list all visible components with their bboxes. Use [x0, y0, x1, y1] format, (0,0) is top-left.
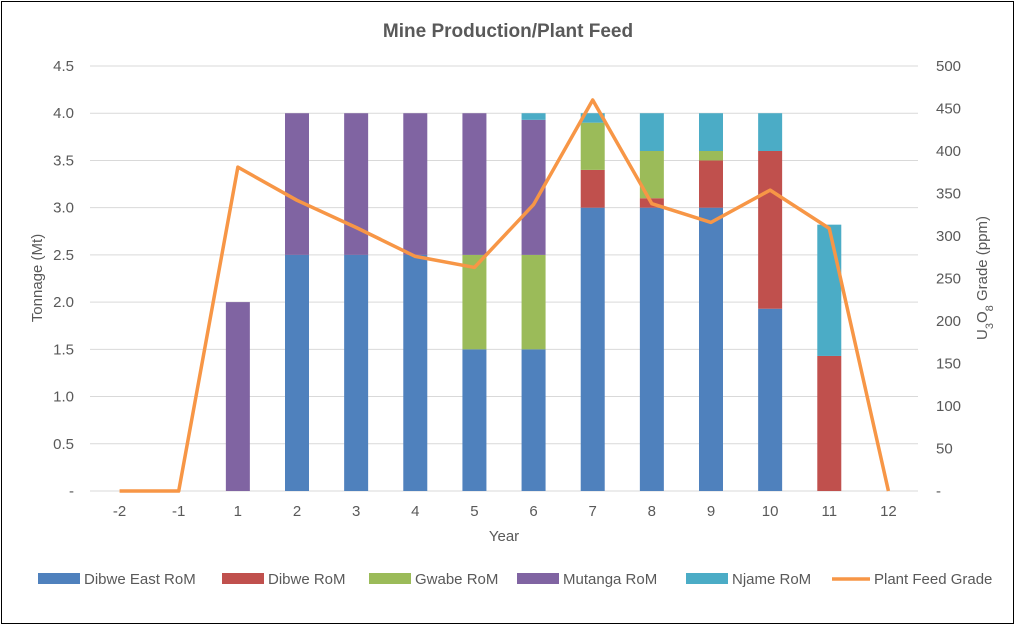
y-tick-label: 1.5: [53, 341, 74, 358]
bar-segment: [758, 308, 783, 491]
x-tick-label: -1: [172, 503, 185, 520]
legend: Dibwe East RoM Dibwe RoM Gwabe RoM Mutanga …: [38, 571, 992, 588]
bar-segment: [580, 169, 605, 208]
bar-segment: [344, 113, 369, 255]
y2-tick-label: 350: [936, 186, 961, 203]
y2-tick-label: 50: [936, 441, 953, 458]
right-axis-ticks: - 50 100 150 200 250 300 350 400 450 500: [936, 58, 961, 500]
x-tick-label: 2: [293, 503, 301, 520]
bar-segment: [758, 113, 783, 151]
y-tick-label: 4.5: [53, 58, 74, 75]
line-layer: [119, 98, 891, 493]
bar-segment: [817, 355, 842, 491]
x-tick-label: 9: [707, 503, 715, 520]
x-tick-label: 5: [470, 503, 478, 520]
x-tick-label: 12: [880, 503, 897, 520]
y-axis-title: Tonnage (Mt): [29, 234, 46, 322]
y-tick-label: 0.5: [53, 436, 74, 453]
bar-layer: [225, 113, 842, 491]
x-tick-label: 10: [762, 503, 779, 520]
chart-title: Mine Production/Plant Feed: [383, 21, 633, 42]
legend-label: Gwabe RoM: [415, 571, 498, 588]
x-axis-ticks: -2 -1 1 2 3 4 5 6 7 8 9 10 11 12: [113, 503, 897, 520]
x-tick-label: 11: [821, 503, 837, 520]
legend-label: Dibwe RoM: [268, 571, 346, 588]
bar-segment: [699, 160, 723, 208]
bar-segment: [225, 302, 250, 491]
y2-tick-label: 150: [936, 356, 961, 373]
y2-tick-label: -: [936, 483, 941, 500]
legend-label: Dibwe East RoM: [84, 571, 196, 588]
bar-segment: [521, 349, 546, 491]
legend-swatch: [686, 573, 728, 584]
bar-segment: [462, 113, 487, 255]
y2-tick-label: 250: [936, 271, 961, 288]
y2-tick-label: 200: [936, 313, 961, 330]
bar-segment: [817, 224, 842, 356]
y2-tick-label: 450: [936, 101, 961, 118]
y-tick-label: 2.0: [53, 294, 74, 311]
bar-segment: [285, 113, 309, 255]
legend-swatch: [38, 573, 80, 584]
bar-segment: [285, 254, 309, 491]
y-tick-label: 3.0: [53, 200, 74, 217]
x-tick-label: 1: [234, 503, 242, 520]
legend-label: Plant Feed Grade: [874, 571, 992, 588]
x-tick-label: 3: [352, 503, 360, 520]
legend-label: Njame RoM: [732, 571, 811, 588]
bar-segment: [344, 254, 369, 491]
y2-axis-title: U3O8 Grade (ppm): [974, 216, 996, 340]
legend-swatch: [222, 573, 264, 584]
y2-tick-label: 300: [936, 228, 961, 245]
bar-segment: [580, 122, 605, 170]
y2-tick-label: 500: [936, 58, 961, 75]
y-tick-label: 2.5: [53, 247, 74, 264]
x-axis-title: Year: [489, 528, 519, 545]
bar-segment: [639, 113, 664, 151]
legend-swatch: [517, 573, 559, 584]
x-tick-label: 8: [648, 503, 656, 520]
x-tick-label: 7: [589, 503, 597, 520]
left-axis-ticks: - 0.5 1.0 1.5 2.0 2.5 3.0 3.5 4.0 4.5: [53, 58, 74, 500]
x-tick-label: 4: [411, 503, 419, 520]
bar-segment: [758, 151, 783, 309]
bar-segment: [403, 113, 428, 255]
bar-segment: [699, 207, 723, 491]
legend-label: Mutanga RoM: [563, 571, 657, 588]
grade-line: [119, 98, 891, 493]
bar-segment: [462, 254, 487, 350]
bar-segment: [462, 349, 487, 491]
bar-segment: [403, 254, 428, 491]
y2-tick-label: 100: [936, 398, 961, 415]
x-tick-label: 6: [529, 503, 537, 520]
y-tick-label: 1.0: [53, 389, 74, 406]
y-tick-label: -: [69, 483, 74, 500]
bar-segment: [521, 254, 546, 350]
bar-segment: [699, 151, 723, 161]
y-tick-label: 3.5: [53, 152, 74, 169]
legend-swatch: [369, 573, 411, 584]
gridlines: [90, 65, 918, 492]
y-tick-label: 4.0: [53, 105, 74, 122]
bar-segment: [699, 113, 723, 151]
x-tick-label: -2: [113, 503, 126, 520]
bar-segment: [521, 113, 546, 120]
bar-segment: [580, 207, 605, 491]
bar-segment: [580, 113, 605, 123]
bar-segment: [639, 207, 664, 491]
y2-tick-label: 400: [936, 143, 961, 160]
